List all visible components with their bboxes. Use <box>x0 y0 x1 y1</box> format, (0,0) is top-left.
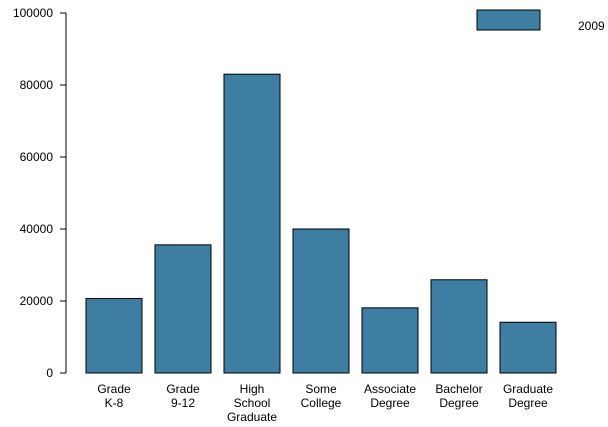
y-tick-label-40000: 40000 <box>20 222 54 236</box>
x-tick-label-line: School <box>234 396 271 410</box>
y-tick-label-0: 0 <box>46 366 53 380</box>
x-tick-label-line: Associate <box>364 382 416 396</box>
x-tick-label-associate-degree: Associate Degree <box>364 382 416 410</box>
x-tick-label-line: Degree <box>370 396 410 410</box>
x-tick-label-grade-k-8: Grade K-8 <box>97 382 131 410</box>
x-tick-label-line: Graduate <box>503 382 553 396</box>
x-tick-label-line: K-8 <box>105 396 124 410</box>
bar-high-school-graduate <box>223 73 281 374</box>
bar-associate-degree <box>361 307 419 374</box>
x-tick-label-some-college: Some College <box>301 382 342 410</box>
bar-some-college <box>292 228 350 374</box>
x-tick-label-line: Grade <box>97 382 131 396</box>
y-tick-label-20000: 20000 <box>20 294 54 308</box>
legend-swatch <box>476 9 541 31</box>
x-tick-label-line: 9-12 <box>171 396 195 410</box>
x-tick-label-line: Some <box>305 382 337 396</box>
x-tick-label-line: High <box>240 382 265 396</box>
x-tick-label-line: Bachelor <box>435 382 482 396</box>
x-tick-label-line: Degree <box>508 396 548 410</box>
x-tick-label-line: Grade <box>166 382 200 396</box>
x-tick-label-bachelor-degree: Bachelor Degree <box>435 382 482 410</box>
x-tick-label-line: College <box>301 396 342 410</box>
x-tick-label-grade-9-12: Grade 9-12 <box>166 382 200 410</box>
x-tick-label-line: Graduate <box>227 410 277 424</box>
bar-grade-k-8 <box>85 297 143 374</box>
legend-label-2009: 2009 <box>578 19 605 33</box>
x-tick-label-high-school-graduate: High School Graduate <box>227 382 277 424</box>
bar-graduate-degree <box>499 321 557 374</box>
x-tick-label-line: Degree <box>439 396 479 410</box>
bar-bachelor-degree <box>430 279 488 374</box>
y-tick-label-100000: 100000 <box>13 6 53 20</box>
bars <box>85 73 557 374</box>
x-tick-label-graduate-degree: Graduate Degree <box>503 382 553 410</box>
y-tick-label-80000: 80000 <box>20 78 54 92</box>
bar-grade-9-12 <box>154 244 212 374</box>
y-axis: 0 20000 40000 60000 80000 100000 <box>13 6 67 380</box>
legend: 2009 <box>476 9 605 33</box>
y-tick-label-60000: 60000 <box>20 150 54 164</box>
